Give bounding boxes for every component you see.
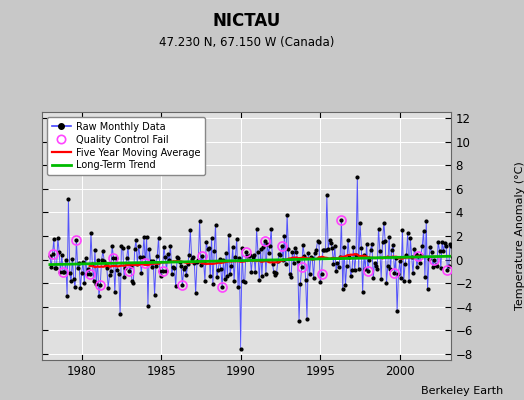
Text: NICTAU: NICTAU (212, 12, 280, 30)
Y-axis label: Temperature Anomaly (°C): Temperature Anomaly (°C) (515, 162, 524, 310)
Text: 47.230 N, 67.150 W (Canada): 47.230 N, 67.150 W (Canada) (159, 36, 334, 49)
Text: Berkeley Earth: Berkeley Earth (421, 386, 503, 396)
Legend: Raw Monthly Data, Quality Control Fail, Five Year Moving Average, Long-Term Tren: Raw Monthly Data, Quality Control Fail, … (47, 117, 205, 175)
